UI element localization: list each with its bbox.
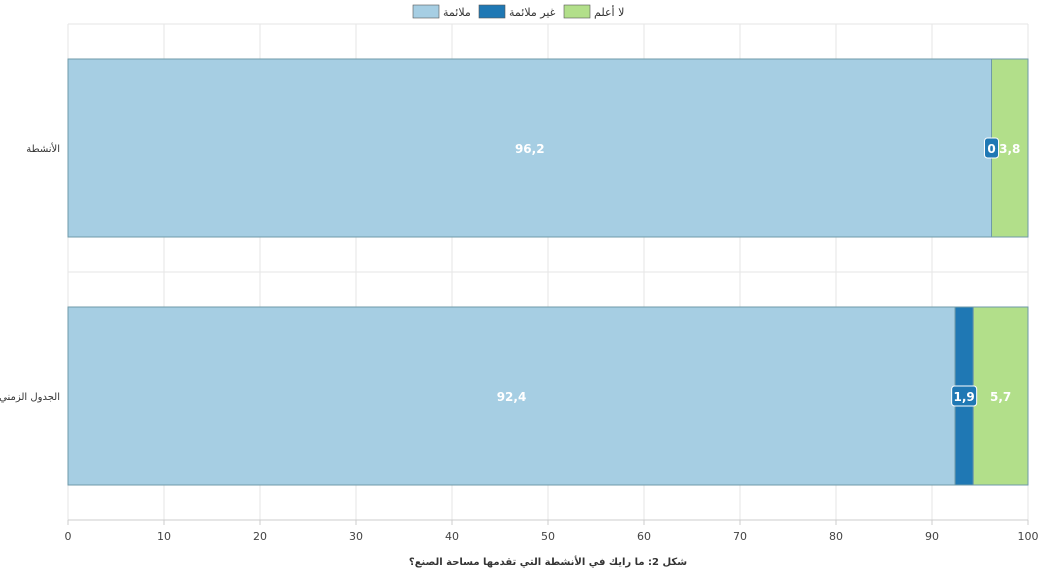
- data-label: 3,8: [999, 142, 1020, 156]
- legend-item[interactable]: لا أعلم: [564, 5, 624, 19]
- legend-label: غير ملائمة: [509, 6, 556, 19]
- legend-swatch: [564, 5, 590, 18]
- x-tick-label: 80: [829, 530, 843, 543]
- data-label: 92,4: [497, 390, 527, 404]
- x-tick-label: 40: [445, 530, 459, 543]
- x-tick-label: 10: [157, 530, 171, 543]
- legend-item[interactable]: ملائمة: [413, 5, 471, 19]
- data-label: 5,7: [990, 390, 1011, 404]
- x-tick-label: 60: [637, 530, 651, 543]
- data-label: 1,9: [954, 390, 975, 404]
- legend-label: لا أعلم: [594, 5, 624, 19]
- legend-item[interactable]: غير ملائمة: [479, 5, 556, 19]
- x-tick-label: 70: [733, 530, 747, 543]
- data-label: 96,2: [515, 142, 545, 156]
- x-tick-label: 30: [349, 530, 363, 543]
- data-label: 0: [987, 142, 995, 156]
- x-tick-label: 20: [253, 530, 267, 543]
- x-tick-label: 0: [65, 530, 72, 543]
- x-tick-label: 100: [1018, 530, 1038, 543]
- y-category-label: الجدول الزمني: [0, 392, 60, 403]
- y-category-label: الأنشطة: [26, 142, 60, 155]
- legend-swatch: [413, 5, 439, 18]
- x-tick-label: 90: [925, 530, 939, 543]
- legend-swatch: [479, 5, 505, 18]
- x-axis-title: شكل 2: ما رايك في الأنشطة التي تقدمها مس…: [409, 555, 687, 568]
- x-tick-label: 50: [541, 530, 555, 543]
- legend-label: ملائمة: [443, 6, 471, 19]
- legend[interactable]: ملائمة غير ملائمة لا أعلم: [413, 5, 624, 19]
